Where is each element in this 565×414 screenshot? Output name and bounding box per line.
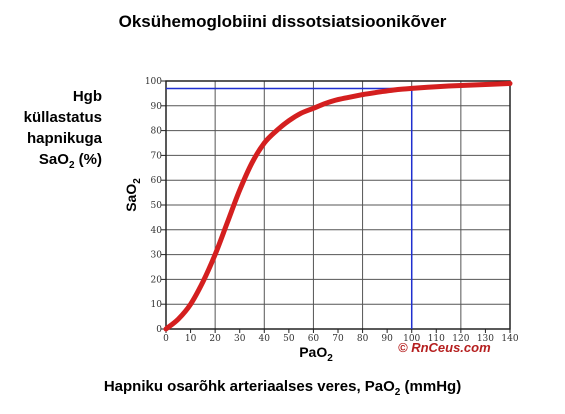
y-axis-description: Hgb küllastatus hapnikuga SaO2 (%) (6, 86, 102, 176)
y-tick-label: 40 (151, 226, 163, 236)
x-tick-label: 60 (308, 334, 320, 344)
chart-title: Oksühemoglobiini dissotsiatsioonikõver (118, 12, 447, 31)
x-tick-label: 30 (234, 334, 246, 344)
y-desc-line-4: SaO2 (%) (38, 151, 102, 171)
watermark-text: © RnCeus.com (398, 340, 491, 355)
y-desc-line-3: hapnikuga (26, 130, 102, 147)
saturation-curve (163, 81, 513, 332)
y-tick-label: 30 (151, 251, 163, 261)
y-tick-label: 60 (151, 176, 163, 186)
y-tick-label: 0 (156, 325, 162, 335)
y-tick-label: 50 (151, 201, 163, 211)
x-tick-label: 140 (501, 334, 518, 344)
x-tick-label: 100 (403, 334, 420, 344)
x-tick-label: 10 (185, 334, 197, 344)
y-tick-label: 90 (151, 102, 163, 112)
x-tick-label: 120 (452, 334, 469, 344)
y-tick-label: 70 (151, 151, 163, 161)
x-tick-label: 110 (428, 334, 445, 344)
x-tick-label: 80 (357, 334, 369, 344)
y-desc-line-1: Hgb (72, 88, 102, 105)
x-tick-label: 90 (381, 334, 393, 344)
y-tick-label: 80 (151, 127, 163, 137)
x-tick-label: 0 (163, 334, 169, 344)
y-tick-label: 100 (145, 77, 162, 87)
x-axis-description: Hapniku osarõhk arteriaalses veres, PaO2… (103, 378, 462, 398)
y-axis-title: SaO2 (123, 178, 143, 212)
x-tick-label: 40 (259, 334, 271, 344)
x-tick-label: 130 (477, 334, 494, 344)
y-desc-line-2: küllastatus (23, 109, 102, 126)
x-tick-label: 50 (283, 334, 295, 344)
x-tick-label: 20 (209, 334, 221, 344)
x-axis-title: PaO2 (299, 344, 333, 364)
y-tick-label: 10 (151, 300, 163, 310)
y-tick-label: 20 (151, 275, 163, 285)
x-tick-label: 70 (332, 334, 344, 344)
